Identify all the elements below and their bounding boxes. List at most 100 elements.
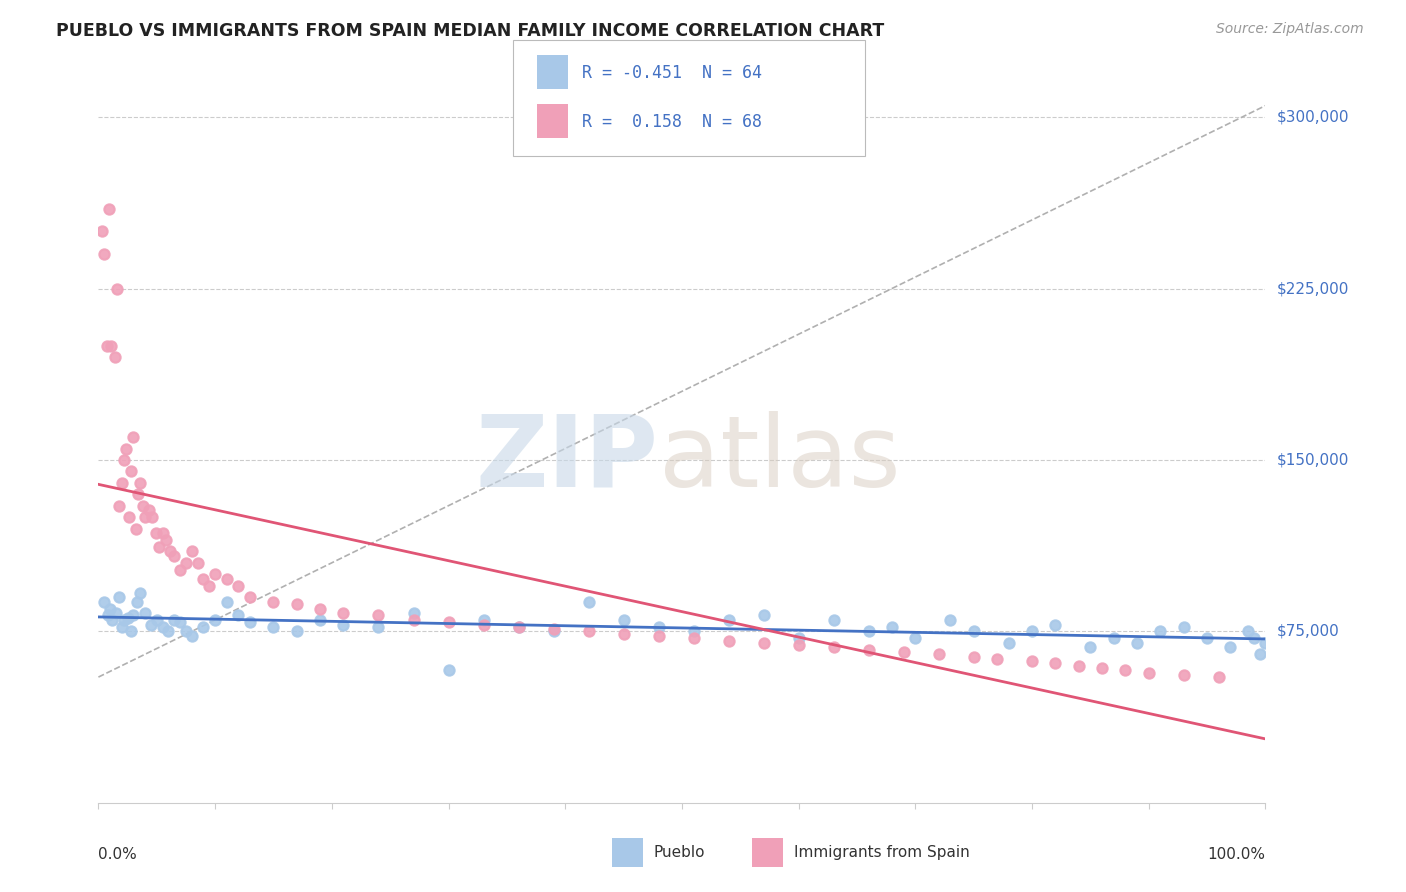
Text: 0.0%: 0.0% bbox=[98, 847, 138, 862]
Point bbox=[1254, 636, 1277, 650]
Point bbox=[1091, 661, 1114, 675]
Point bbox=[1114, 663, 1136, 677]
Point bbox=[169, 615, 191, 630]
Text: $75,000: $75,000 bbox=[1277, 624, 1340, 639]
Point bbox=[97, 202, 120, 216]
Point bbox=[962, 624, 984, 639]
Text: 100.0%: 100.0% bbox=[1208, 847, 1265, 862]
Point bbox=[682, 632, 704, 646]
Point bbox=[437, 663, 460, 677]
Point bbox=[98, 601, 121, 615]
Point bbox=[1243, 632, 1265, 646]
Point bbox=[752, 636, 775, 650]
Point bbox=[823, 640, 845, 655]
Point bbox=[108, 590, 131, 604]
Point bbox=[309, 601, 332, 615]
Point bbox=[112, 453, 135, 467]
Point bbox=[787, 638, 810, 652]
Point bbox=[104, 606, 127, 620]
Point bbox=[1021, 654, 1043, 668]
Text: atlas: atlas bbox=[658, 410, 900, 508]
Point bbox=[1208, 670, 1230, 684]
Point bbox=[858, 624, 880, 639]
Point bbox=[163, 549, 186, 563]
Point bbox=[169, 563, 191, 577]
Point bbox=[262, 594, 284, 608]
Text: $225,000: $225,000 bbox=[1277, 281, 1348, 296]
Point bbox=[204, 613, 226, 627]
Point bbox=[1080, 640, 1102, 655]
Point bbox=[122, 608, 145, 623]
Point bbox=[612, 613, 634, 627]
Point bbox=[928, 647, 950, 661]
Point bbox=[508, 620, 530, 634]
Point bbox=[1045, 617, 1067, 632]
Point bbox=[215, 594, 238, 608]
Point bbox=[127, 487, 149, 501]
Point bbox=[367, 608, 389, 623]
Point bbox=[93, 594, 115, 608]
Point bbox=[402, 613, 425, 627]
Text: R =  0.158  N = 68: R = 0.158 N = 68 bbox=[582, 113, 762, 131]
Point bbox=[367, 620, 389, 634]
Point bbox=[146, 613, 169, 627]
Point bbox=[986, 652, 1008, 666]
Point bbox=[904, 632, 927, 646]
Point bbox=[1149, 624, 1171, 639]
Point bbox=[717, 613, 740, 627]
Point bbox=[187, 556, 209, 570]
Point bbox=[647, 620, 669, 634]
Point bbox=[90, 224, 112, 238]
Point bbox=[100, 338, 122, 352]
Point bbox=[134, 606, 156, 620]
Point bbox=[125, 594, 148, 608]
Point bbox=[163, 613, 186, 627]
Text: Pueblo: Pueblo bbox=[654, 846, 706, 860]
Point bbox=[262, 620, 284, 634]
Point bbox=[1173, 667, 1195, 681]
Point bbox=[118, 510, 141, 524]
Point bbox=[858, 642, 880, 657]
Point bbox=[93, 247, 115, 261]
Point bbox=[332, 617, 354, 632]
Point bbox=[180, 544, 202, 558]
Point bbox=[96, 338, 118, 352]
Point bbox=[111, 620, 134, 634]
Text: ZIP: ZIP bbox=[475, 410, 658, 508]
Point bbox=[543, 624, 565, 639]
Point bbox=[543, 622, 565, 636]
Point bbox=[752, 608, 775, 623]
Point bbox=[198, 579, 221, 593]
Text: PUEBLO VS IMMIGRANTS FROM SPAIN MEDIAN FAMILY INCOME CORRELATION CHART: PUEBLO VS IMMIGRANTS FROM SPAIN MEDIAN F… bbox=[56, 22, 884, 40]
Point bbox=[402, 606, 425, 620]
Point bbox=[1045, 657, 1067, 671]
Text: Source: ZipAtlas.com: Source: ZipAtlas.com bbox=[1216, 22, 1364, 37]
Point bbox=[129, 585, 152, 599]
Point bbox=[141, 510, 163, 524]
Point bbox=[239, 590, 262, 604]
Point bbox=[204, 567, 226, 582]
Point bbox=[787, 632, 810, 646]
Text: Immigrants from Spain: Immigrants from Spain bbox=[794, 846, 970, 860]
Point bbox=[682, 624, 704, 639]
Point bbox=[157, 624, 180, 639]
Point bbox=[880, 620, 903, 634]
Point bbox=[134, 510, 156, 524]
Point bbox=[332, 606, 354, 620]
Point bbox=[108, 499, 131, 513]
Point bbox=[239, 615, 262, 630]
Point bbox=[129, 475, 152, 490]
Point bbox=[132, 499, 155, 513]
Point bbox=[228, 608, 250, 623]
Y-axis label: Median Family Income: Median Family Income bbox=[0, 351, 7, 523]
Point bbox=[159, 544, 181, 558]
Point bbox=[1197, 632, 1219, 646]
Point bbox=[145, 526, 167, 541]
Point bbox=[472, 617, 495, 632]
Point bbox=[155, 533, 177, 547]
Point bbox=[138, 503, 160, 517]
Point bbox=[1249, 647, 1271, 661]
Point bbox=[104, 350, 127, 364]
Point bbox=[152, 620, 174, 634]
Point bbox=[1126, 636, 1149, 650]
